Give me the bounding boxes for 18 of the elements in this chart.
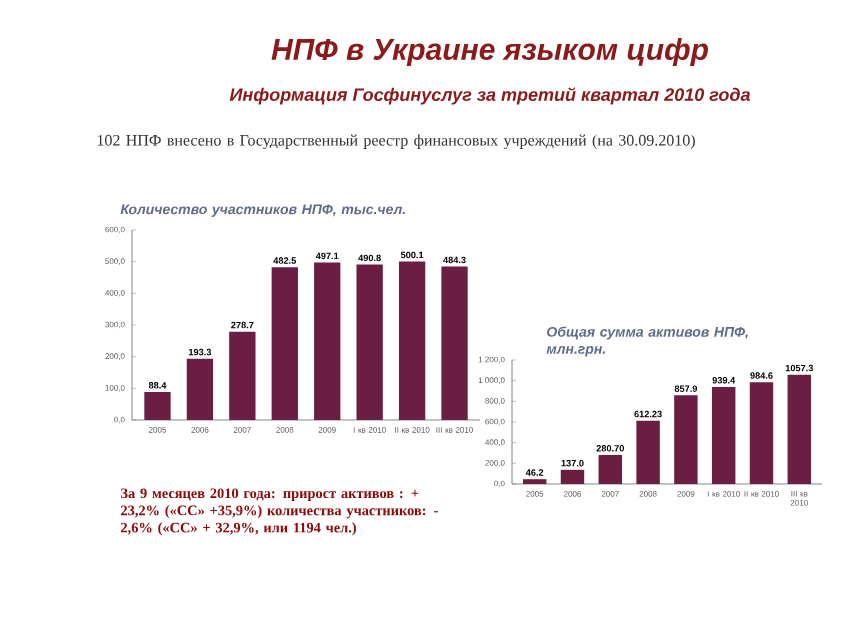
bar: [441, 266, 468, 420]
chart-subtitle: Информация Госфинуслуг за третий квартал 2010 года: [229, 87, 751, 105]
bar: [787, 374, 812, 484]
bar: [598, 454, 623, 484]
bar: [356, 264, 383, 420]
bar: [560, 469, 585, 484]
bar: [144, 391, 171, 420]
bar: [229, 331, 256, 420]
bar: [186, 358, 214, 420]
bar: [711, 386, 736, 484]
chart-title: НПФ в Украине языком цифр: [271, 38, 708, 66]
bar: [398, 261, 426, 420]
bar: [314, 262, 341, 420]
bar: [271, 267, 298, 420]
text: 102 НПФ внесено в Государственный реестр финансовых учреждений (на 30.09.2010): [97, 134, 695, 149]
bar: [674, 395, 698, 484]
bar: [636, 420, 660, 484]
bar: [749, 382, 774, 484]
